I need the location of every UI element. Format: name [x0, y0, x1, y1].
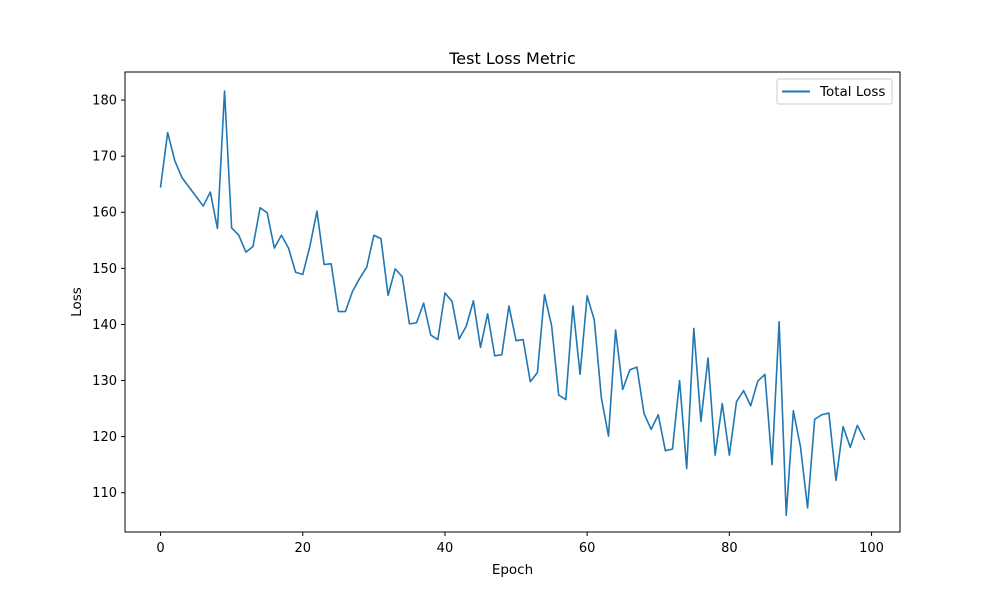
- y-tick-label: 140: [92, 318, 117, 333]
- series-line-total-loss: [159, 90, 866, 516]
- legend: Total Loss: [776, 78, 893, 105]
- y-tick-label: 130: [92, 374, 117, 389]
- y-tick-label: 110: [92, 486, 117, 501]
- legend-box: [776, 78, 893, 105]
- x-axis-ticks: 0 20 40 60 80 100: [156, 532, 884, 556]
- y-tick-label: 120: [92, 430, 117, 445]
- plot-frame: [124, 71, 901, 533]
- x-tick-label: 60: [579, 541, 596, 556]
- x-tick-label: 40: [437, 541, 454, 556]
- y-tick-label: 180: [92, 94, 117, 109]
- x-tick-label: 20: [294, 541, 311, 556]
- x-axis-label: Epoch: [492, 562, 533, 578]
- y-axis-ticks: 110 120 130 140 150 160 170 180: [92, 94, 125, 501]
- x-tick-label: 100: [859, 541, 884, 556]
- plot-area: [159, 90, 866, 516]
- y-tick-label: 160: [92, 206, 117, 221]
- y-axis-label: Loss: [69, 287, 85, 317]
- x-tick-label: 0: [156, 541, 164, 556]
- chart-title: Test Loss Metric: [448, 49, 576, 68]
- x-tick-label: 80: [721, 541, 738, 556]
- legend-label: Total Loss: [819, 84, 885, 100]
- y-tick-label: 150: [92, 262, 117, 277]
- y-tick-label: 170: [92, 150, 117, 165]
